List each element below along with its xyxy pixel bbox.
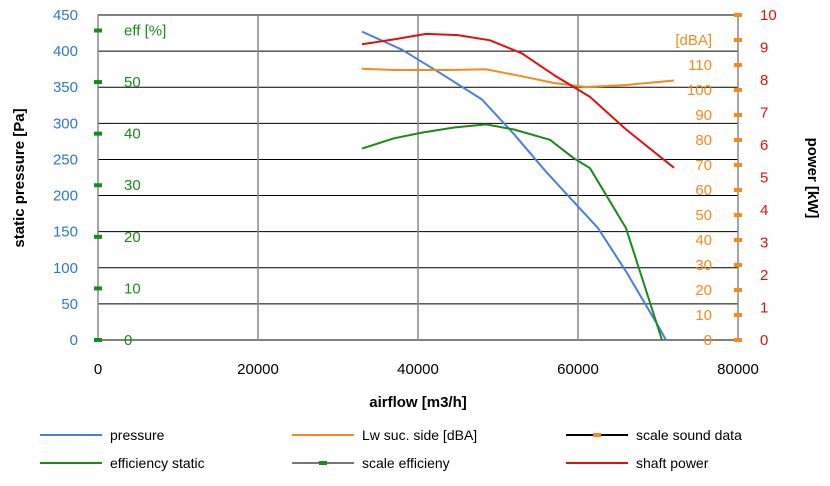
y-tick-label-pressure: 250 xyxy=(53,151,78,168)
legend-item: Lw suc. side [dBA] xyxy=(292,427,477,443)
y-tick-label-power: 6 xyxy=(760,137,768,154)
y-tick-label-power: 2 xyxy=(760,267,768,284)
y-tick-label-efficiency: 10 xyxy=(124,280,141,297)
x-tick-label: 40000 xyxy=(397,361,439,378)
scale-marker xyxy=(734,238,742,242)
y-tick-label-efficiency: 50 xyxy=(124,74,141,91)
scale-marker xyxy=(94,183,102,188)
y-tick-label-sound: 0 xyxy=(704,332,712,349)
grid xyxy=(97,14,739,341)
x-tick-label: 20000 xyxy=(237,361,279,378)
y-tick-label-power: 7 xyxy=(760,105,768,122)
legend-label: scale sound data xyxy=(636,427,742,443)
sound-axis-label: [dBA] xyxy=(675,32,712,49)
x-tick-label: 0 xyxy=(94,361,102,378)
legend-item: scale sound data xyxy=(566,427,742,443)
x-axis-title: airflow [m3/h] xyxy=(369,394,467,411)
scale-marker xyxy=(734,38,742,42)
y-tick-label-pressure: 0 xyxy=(70,332,78,349)
y-tick-label-sound: 70 xyxy=(695,157,712,174)
y-tick-label-sound: 20 xyxy=(695,282,712,299)
legend-label: Lw suc. side [dBA] xyxy=(362,427,477,443)
scale-marker xyxy=(734,88,742,92)
legend-label: scale efficieny xyxy=(362,455,450,471)
legend-label: efficiency static xyxy=(110,455,205,471)
y-tick-label-power: 8 xyxy=(760,72,768,89)
scale-marker xyxy=(734,138,742,142)
scale-marker xyxy=(734,113,742,117)
y-tick-label-pressure: 50 xyxy=(61,296,78,313)
scale-marker xyxy=(734,13,742,17)
scale-marker xyxy=(734,313,742,317)
scale-marker xyxy=(94,338,102,342)
y-tick-label-sound: 100 xyxy=(687,82,712,99)
y-tick-label-power: 10 xyxy=(760,7,777,24)
y-tick-label-power: 9 xyxy=(760,40,768,57)
y-tick-label-pressure: 350 xyxy=(53,79,78,96)
scale-marker xyxy=(734,338,742,342)
y-tick-label-sound: 30 xyxy=(695,257,712,274)
y-tick-label-efficiency: 20 xyxy=(124,229,141,246)
y-tick-label-sound: 80 xyxy=(695,132,712,149)
scale-marker xyxy=(734,163,742,167)
y-tick-label-power: 1 xyxy=(760,300,768,317)
efficiency-axis-label: eff [%] xyxy=(124,22,166,39)
scale-marker xyxy=(734,213,742,217)
scale-marker xyxy=(94,80,102,85)
y-tick-label-pressure: 400 xyxy=(53,43,78,60)
series-line xyxy=(361,30,667,341)
x-tick-label: 60000 xyxy=(557,361,599,378)
series-line xyxy=(361,32,675,169)
legend-label: shaft power xyxy=(636,455,709,471)
legend-item: pressure xyxy=(40,427,165,443)
y-tick-label-sound: 60 xyxy=(695,182,712,199)
legend-marker xyxy=(593,433,601,437)
y-tick-label-pressure: 300 xyxy=(53,115,78,132)
scale-marker xyxy=(734,188,742,192)
y-tick-label-power: 4 xyxy=(760,202,768,219)
scale-marker xyxy=(734,263,742,267)
legend-marker xyxy=(319,461,327,465)
legend-label: pressure xyxy=(110,427,165,443)
legend-item: shaft power xyxy=(566,455,709,471)
y-tick-label-pressure: 150 xyxy=(53,224,78,241)
series-line xyxy=(361,123,663,341)
y-tick-label-power: 5 xyxy=(760,170,768,187)
y-tick-label-sound: 90 xyxy=(695,107,712,124)
x-tick-label: 80000 xyxy=(717,361,759,378)
y-tick-label-sound: 110 xyxy=(688,57,712,74)
scale-marker xyxy=(94,131,102,136)
series-line xyxy=(361,67,675,88)
y-tick-label-efficiency: 30 xyxy=(124,177,141,194)
scale-marker xyxy=(94,28,102,33)
plot-lines xyxy=(94,13,742,342)
y-axis-title-power: power [kW] xyxy=(804,138,821,219)
y-tick-label-power: 0 xyxy=(760,332,768,349)
y-tick-label-efficiency: 40 xyxy=(124,126,141,143)
legend: pressure Lw suc. side [dBA] scale sound da… xyxy=(40,427,742,471)
y-axis-title-pressure: static pressure [Pa] xyxy=(11,108,28,247)
legend-item: scale efficieny xyxy=(292,455,450,471)
y-tick-label-efficiency: 0 xyxy=(124,332,132,349)
scale-marker xyxy=(94,234,102,239)
y-tick-label-sound: 10 xyxy=(695,307,712,324)
y-tick-label-pressure: 450 xyxy=(53,7,78,24)
scale-marker xyxy=(734,63,742,67)
scale-marker xyxy=(94,286,102,291)
y-tick-label-pressure: 100 xyxy=(53,260,78,277)
y-tick-label-sound: 40 xyxy=(695,232,712,249)
y-tick-label-pressure: 200 xyxy=(53,188,78,205)
scale-marker xyxy=(734,288,742,292)
y-tick-label-power: 3 xyxy=(760,235,768,252)
y-tick-label-sound: 50 xyxy=(695,207,712,224)
legend-item: efficiency static xyxy=(40,455,205,471)
